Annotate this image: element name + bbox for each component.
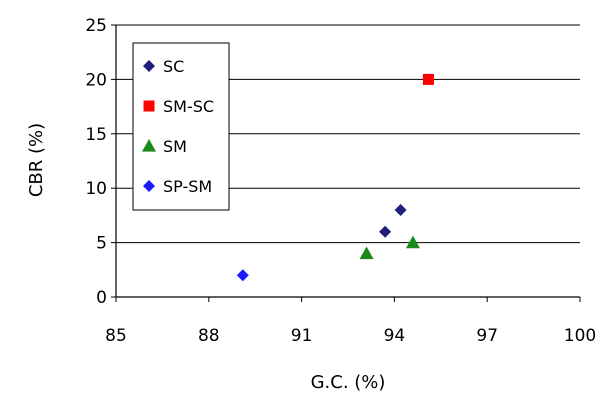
y-tick-label-25: 25 <box>85 16 107 36</box>
axes <box>111 24 581 302</box>
legend-marker-sc <box>143 60 155 72</box>
legend-marker-sp-sm <box>143 180 155 192</box>
x-tick-label-100: 100 <box>564 326 596 346</box>
y-tick-label-10: 10 <box>85 179 107 199</box>
y-tick-label-5: 5 <box>96 234 107 254</box>
y-tick-label-0: 0 <box>96 288 107 308</box>
x-tick-label-94: 94 <box>384 326 406 346</box>
legend-marker-sm <box>142 139 156 152</box>
x-tick-label-85: 85 <box>105 326 127 346</box>
legend-label-sm-sc: SM-SC <box>163 97 214 116</box>
point-sp-sm-0 <box>236 269 249 282</box>
y-axis-title: CBR (%) <box>26 123 47 197</box>
data-points <box>236 73 434 282</box>
x-tick-label-97: 97 <box>476 326 498 346</box>
point-sc-1 <box>379 225 392 238</box>
legend-label-sc: SC <box>163 57 184 76</box>
y-tick-labels: 0 5 10 15 20 25 <box>85 16 107 308</box>
legend-label-sp-sm: SP-SM <box>163 177 212 196</box>
point-sc-0 <box>394 203 407 216</box>
x-axis-title: G.C. (%) <box>311 372 386 393</box>
y-tick-label-15: 15 <box>85 125 107 145</box>
x-tick-label-91: 91 <box>291 326 313 346</box>
x-tick-label-88: 88 <box>198 326 220 346</box>
legend-label-sm: SM <box>163 137 187 156</box>
y-tick-label-20: 20 <box>85 70 107 90</box>
legend: SC SM-SC SM SP-SM <box>132 42 230 211</box>
legend-marker-sm-sc <box>143 100 155 112</box>
x-tick-labels: 85 88 91 94 97 100 <box>105 326 596 346</box>
point-sm-sc-0 <box>422 73 434 85</box>
point-sm-0 <box>359 246 374 260</box>
point-sm-1 <box>405 235 420 249</box>
